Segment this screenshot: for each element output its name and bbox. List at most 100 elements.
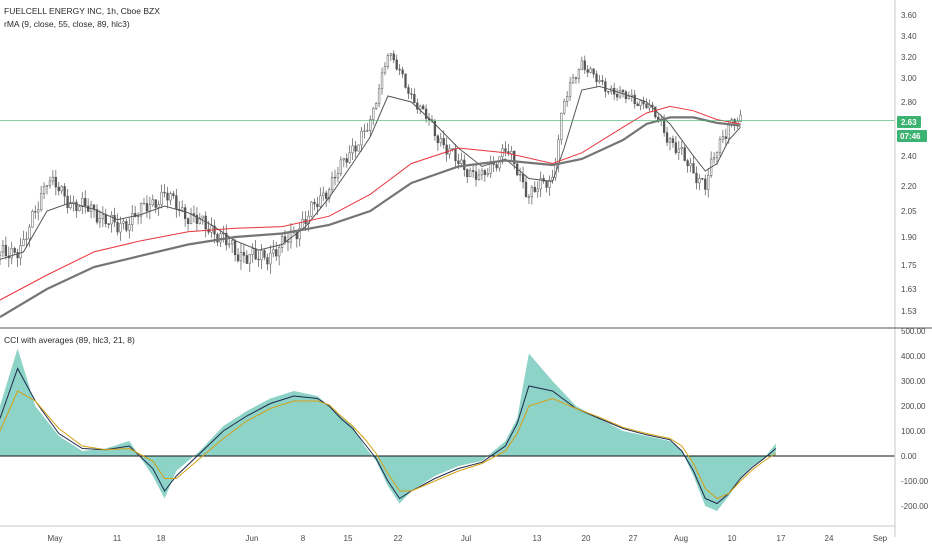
cci-tick-label: -200.00 [901, 502, 929, 511]
price-series-line [0, 85, 741, 260]
candle-body [210, 225, 213, 233]
candle-body [518, 174, 522, 176]
candle-body [25, 238, 28, 240]
candle-body [601, 80, 604, 82]
candle-body [263, 250, 266, 258]
candle-body [269, 252, 272, 265]
candle-body [4, 244, 8, 257]
candle-body [301, 219, 304, 229]
candle-body [242, 252, 246, 256]
candle-body [351, 145, 354, 154]
cci-average-line [0, 390, 777, 500]
candle-body [571, 77, 575, 84]
candle-body [436, 135, 439, 144]
candle-body [216, 233, 219, 243]
cci-panel [0, 348, 895, 511]
candle-body [360, 130, 363, 146]
candle-body [530, 186, 534, 198]
candle-body [272, 249, 275, 254]
candle-body [392, 53, 395, 61]
candle-body [413, 94, 416, 104]
cci-axis: 500.00 400.00 300.00 200.00 100.00 0.00 -100.0… [901, 327, 929, 511]
candle-body [407, 87, 410, 94]
candle-body [586, 69, 589, 73]
candle-body [104, 214, 107, 225]
candle-body [548, 179, 551, 188]
candle-body [239, 252, 243, 262]
candle-body [568, 82, 572, 97]
candle-body [410, 93, 413, 95]
candle-body [668, 138, 672, 143]
candle-body [513, 150, 516, 165]
candle-body [119, 223, 122, 233]
candle-body [718, 139, 722, 153]
candle-body [254, 248, 257, 260]
time-tick-label: 20 [582, 534, 591, 543]
candle-body [342, 158, 345, 161]
price-tick-label: 1.63 [901, 285, 917, 294]
cci-average-line [0, 367, 777, 505]
candle-body [604, 81, 607, 92]
candle-body [195, 214, 199, 224]
candle-body [166, 192, 169, 201]
candle-body [563, 101, 566, 114]
candle-body [148, 204, 152, 212]
candle-body [527, 196, 531, 198]
candle-body [395, 59, 398, 70]
time-axis: May 11 18 Jun 8 15 22 Jul 13 20 27 Aug 10 17 24 Sep [47, 534, 887, 543]
candle-body [34, 211, 37, 213]
price-tick-label: 3.40 [901, 32, 917, 41]
candle-body [31, 211, 34, 228]
candle-body [424, 108, 428, 119]
price-tick-label: 2.20 [901, 182, 917, 191]
candle-body [142, 203, 146, 205]
candle-body [489, 162, 492, 174]
candle-body [325, 192, 328, 200]
candle-body [366, 130, 369, 132]
candle-body [201, 215, 204, 219]
candle-body [589, 68, 592, 73]
candle-body [665, 132, 669, 143]
candle-body [657, 116, 660, 120]
candle-body [477, 174, 481, 180]
candle-body [95, 209, 99, 223]
candle-body [683, 147, 686, 161]
candle-body [134, 213, 137, 218]
candle-body [471, 170, 475, 172]
candle-body [1, 244, 5, 253]
candle-body [236, 254, 240, 262]
candle-body [598, 80, 601, 83]
candle-body [639, 100, 642, 107]
candle-body [219, 233, 222, 243]
candle-body [183, 207, 187, 219]
indicator-legend: rMA (9, close, 55, close, 89, hlc3) [4, 19, 130, 29]
candle-body [386, 55, 390, 67]
candle-body [662, 119, 666, 133]
candle-body [692, 163, 695, 174]
candle-body [57, 186, 60, 192]
candle-body [266, 257, 269, 265]
candle-body [504, 148, 507, 152]
candle-body [689, 163, 692, 167]
candle-body [60, 186, 63, 192]
candle-body [607, 91, 610, 93]
candle-body [28, 226, 31, 240]
candle-body [680, 147, 683, 150]
candle-body [330, 176, 334, 190]
candle-body [42, 185, 46, 194]
candle-body [383, 66, 387, 74]
candle-body [707, 174, 710, 190]
candle-body [66, 195, 69, 208]
candle-body [510, 150, 513, 154]
candle-body [433, 120, 437, 137]
candle-body [136, 215, 140, 218]
cci-tick-label: 0.00 [901, 452, 917, 461]
candle-body [45, 185, 49, 187]
candle-body [545, 180, 548, 188]
candle-body [260, 250, 263, 261]
candle-body [151, 199, 154, 205]
time-tick-label: 15 [344, 534, 353, 543]
candle-body [372, 108, 375, 120]
time-tick-label: 24 [825, 534, 834, 543]
candle-body [278, 247, 281, 257]
